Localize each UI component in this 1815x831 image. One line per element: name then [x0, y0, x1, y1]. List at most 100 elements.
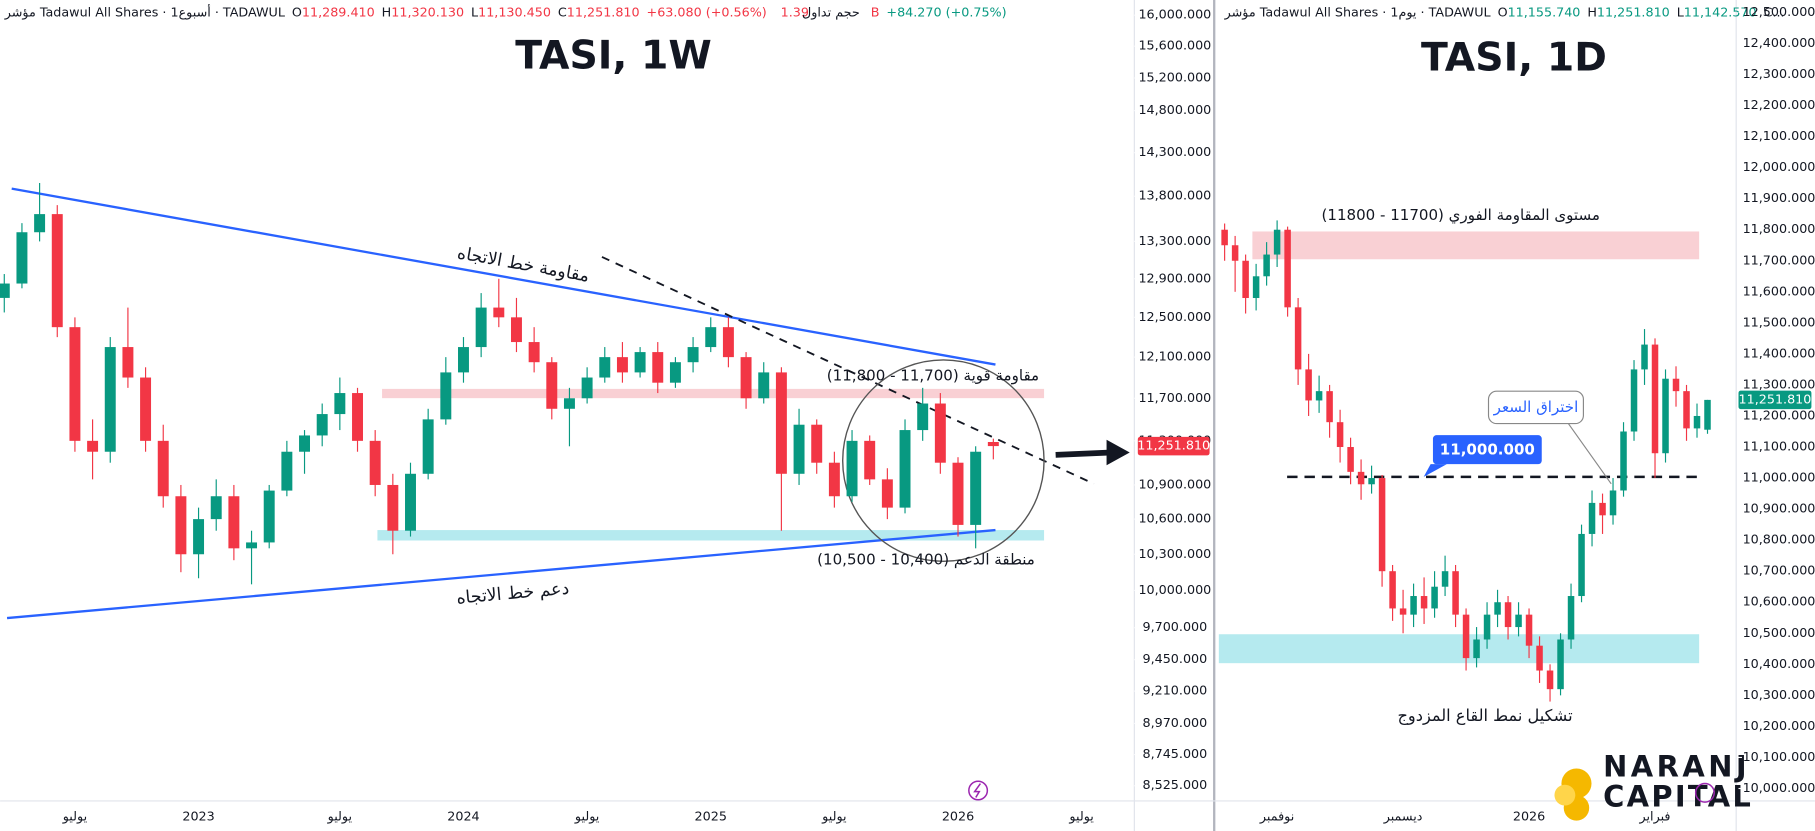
- candle-body: [705, 327, 717, 348]
- candle-body: [1347, 447, 1354, 472]
- y-tick-label: 8,970.000: [1142, 716, 1207, 731]
- y-tick-label: 11,000.000: [1743, 471, 1815, 486]
- candle-body: [1294, 307, 1302, 370]
- candle-body: [87, 440, 99, 452]
- candle-body: [952, 462, 964, 525]
- candle-body: [475, 307, 487, 348]
- candle-body: [263, 490, 275, 543]
- candle-body: [616, 357, 628, 373]
- candle-body: [1284, 229, 1291, 308]
- candle-body: [369, 440, 381, 485]
- candle-body: [634, 352, 646, 373]
- candle-body: [1462, 614, 1470, 659]
- candle-body: [1326, 391, 1333, 423]
- candle-body: [811, 424, 823, 463]
- brand-line2: CAPITAL: [1603, 780, 1753, 814]
- candle-body: [1441, 571, 1449, 587]
- candle-body: [1630, 369, 1638, 432]
- y-tick-label: 8,525.000: [1142, 778, 1207, 793]
- x-tick-label: 2026: [942, 810, 974, 825]
- y-tick-label: 16,000.000: [1138, 8, 1211, 23]
- candle-body: [458, 347, 469, 373]
- candle-body: [422, 419, 434, 474]
- candle-body: [34, 214, 46, 233]
- candle-body: [1557, 639, 1564, 690]
- candle-body: [1378, 478, 1386, 572]
- candle-body: [16, 232, 28, 284]
- candle-body: [1399, 608, 1407, 615]
- y-tick-label: 13,800.000: [1138, 189, 1211, 204]
- y-tick-label: 10,300.000: [1138, 547, 1211, 562]
- candle-body: [722, 327, 734, 358]
- header-item: مؤشر Tadawul All Shares · 1أسبوع · TADAW…: [4, 3, 286, 20]
- y-tick-label: 11,900.000: [1743, 191, 1815, 206]
- focus-circle: [841, 359, 1045, 563]
- header-item: C...: [1764, 5, 1785, 20]
- x-tick-label: نوفمبر: [1259, 810, 1294, 825]
- header-item: O: [292, 5, 302, 20]
- y-tick-label: 14,300.000: [1138, 145, 1211, 160]
- y-tick-label: 12,900.000: [1138, 271, 1211, 286]
- y-tick-label: 10,900.000: [1138, 477, 1211, 492]
- header-item: L: [1677, 5, 1685, 20]
- candle-body: [1672, 378, 1680, 392]
- y-tick-label: 12,100.000: [1743, 129, 1815, 144]
- candle-body: [1242, 260, 1249, 299]
- candle-body: [246, 542, 258, 549]
- candle-body: [1368, 478, 1375, 485]
- annotation-resistance-level: مستوى المقاومة الفوري (11700 - 11800): [1322, 206, 1600, 225]
- callout-pointer: [1567, 423, 1612, 485]
- header-item: مؤشر Tadawul All Shares · 1يوم · TADAWUL: [1224, 5, 1492, 20]
- candle-body: [334, 393, 346, 415]
- y-tick-label: 12,200.000: [1743, 98, 1815, 113]
- candle-body: [316, 414, 328, 436]
- candle-body: [1252, 276, 1260, 299]
- candle-body: [1315, 391, 1323, 401]
- chart-title: TASI, 1W: [515, 32, 712, 78]
- last-price-tag: [1738, 390, 1812, 410]
- annotation-strong-resistance: مقاومة قوية (11,700 - 11,800): [827, 367, 1039, 385]
- event-icon: [968, 780, 989, 801]
- candle-body: [828, 462, 840, 497]
- candle-body: [1588, 502, 1596, 534]
- candle-body: [493, 307, 505, 318]
- candle-body: [899, 430, 911, 508]
- x-tick-label: يوليو: [574, 810, 600, 825]
- event-icon: [1694, 782, 1715, 803]
- candle-body: [881, 479, 893, 508]
- candle-body: [1536, 645, 1543, 671]
- support-zone: [377, 530, 1045, 541]
- y-tick-label: 10,200.000: [1743, 719, 1815, 734]
- candle-body: [193, 519, 205, 555]
- last-price-label: 11,251.810: [1739, 392, 1812, 407]
- candle-body: [775, 372, 787, 474]
- resistance-zone: [1252, 231, 1700, 260]
- candle-body: [69, 327, 81, 441]
- y-tick-label: 11,600.000: [1743, 284, 1815, 299]
- candle-body: [1641, 344, 1648, 370]
- level-label-box: [1432, 435, 1542, 465]
- candle-body: [1357, 471, 1365, 485]
- candle-body: [1525, 614, 1533, 646]
- candle-body: [793, 424, 805, 474]
- y-tick-label: 11,500.000: [1743, 315, 1815, 330]
- candle-body: [1504, 602, 1512, 628]
- candle-body: [122, 347, 134, 378]
- y-tick-label: 11,200.000: [1743, 408, 1815, 423]
- annotation-breakout-level: 11,000.000: [1440, 441, 1535, 459]
- candle-body: [1473, 639, 1480, 659]
- header-item: 11,142.570: [1684, 5, 1757, 20]
- candle-body: [687, 347, 699, 363]
- candle-body: [299, 435, 311, 452]
- y-tick-label: 14,800.000: [1138, 103, 1211, 118]
- candle-body: [1662, 378, 1669, 454]
- header-item: H: [382, 5, 392, 20]
- y-tick-label: 15,200.000: [1138, 70, 1211, 85]
- header-item: 11,130.450: [478, 5, 551, 20]
- candle-body: [1273, 229, 1281, 255]
- dashed-trendline: [601, 256, 1095, 485]
- candle-body: [228, 496, 240, 549]
- candle-body: [1336, 422, 1344, 448]
